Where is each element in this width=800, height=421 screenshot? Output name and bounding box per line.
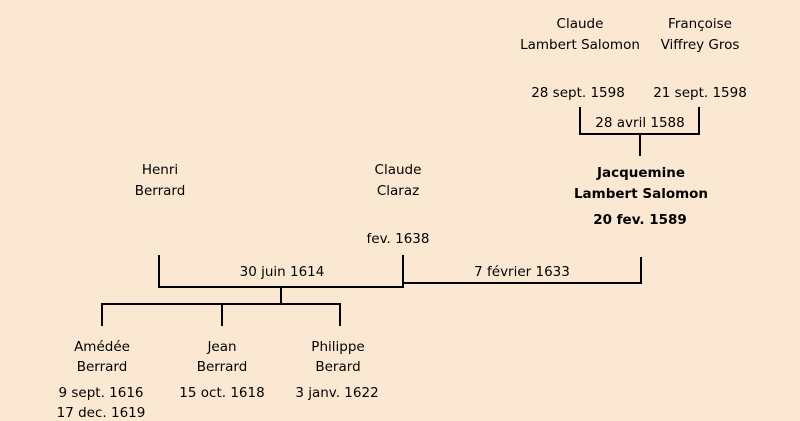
person-name-line: Claude: [374, 162, 422, 178]
person-claude-lambert-salomon[interactable]: Claude Lambert Salomon: [520, 14, 640, 56]
person-date: 15 oct. 1618: [179, 385, 265, 401]
parent-drop-line: [158, 255, 160, 288]
parent-drop-line: [402, 255, 404, 288]
person-date: 17 dec. 1619: [56, 405, 146, 421]
person-date: 3 janv. 1622: [295, 385, 379, 401]
person-name-line: Claraz: [376, 183, 420, 199]
child-drop-line: [221, 303, 223, 326]
person-name-line: Henri: [141, 162, 179, 178]
person-philippe-berard[interactable]: Philippe Berard: [311, 337, 364, 377]
person-name-line: Berard: [315, 359, 361, 375]
parent-drop-line: [698, 107, 700, 134]
person-name-line: Claude: [556, 16, 604, 32]
marriage-date-label: 28 avril 1588: [595, 115, 685, 131]
parent-drop-line: [579, 107, 581, 134]
marriage-line: [402, 282, 642, 284]
marriage-date-label: 30 juin 1614: [239, 264, 325, 280]
person-jean-berrard[interactable]: Jean Berrard: [197, 337, 248, 377]
child-drop-line: [101, 303, 103, 326]
person-name-line: Lambert Salomon: [573, 186, 709, 202]
person-name-line: Françoise: [668, 16, 732, 32]
person-date: 20 fev. 1589: [593, 212, 687, 228]
person-francoise-viffrey-gros[interactable]: Françoise Viffrey Gros: [661, 14, 740, 56]
person-name-line: Viffrey Gros: [660, 37, 740, 53]
person-date: 9 sept. 1616: [58, 385, 144, 401]
person-date: fev. 1638: [366, 231, 430, 247]
person-name-line: Philippe: [311, 339, 365, 355]
person-claude-claraz[interactable]: Claude Claraz: [375, 160, 422, 202]
person-name-line: Berrard: [196, 359, 248, 375]
person-jacquemine-lambert-salomon[interactable]: Jacquemine Lambert Salomon: [574, 163, 708, 205]
person-name-line: Berrard: [76, 359, 128, 375]
person-amedee-berrard[interactable]: Amédée Berrard: [74, 337, 130, 377]
marriage-line: [579, 133, 700, 135]
child-drop-line: [339, 303, 341, 326]
person-date: 21 sept. 1598: [653, 85, 747, 101]
person-henri-berrard[interactable]: Henri Berrard: [135, 160, 186, 202]
parent-drop-line: [640, 257, 642, 284]
child-drop-line: [639, 135, 641, 156]
person-name-line: Amédée: [74, 339, 130, 355]
person-dates: 9 sept. 1616 17 dec. 1619: [57, 383, 146, 421]
person-date: 28 sept. 1598: [531, 85, 625, 101]
person-name-line: Jean: [207, 339, 237, 355]
person-name-line: Lambert Salomon: [520, 37, 640, 53]
person-name-line: Berrard: [134, 183, 186, 199]
person-name-line: Jacquemine: [596, 165, 686, 181]
marriage-date-label: 7 février 1633: [474, 264, 570, 280]
child-drop-line: [280, 286, 282, 305]
